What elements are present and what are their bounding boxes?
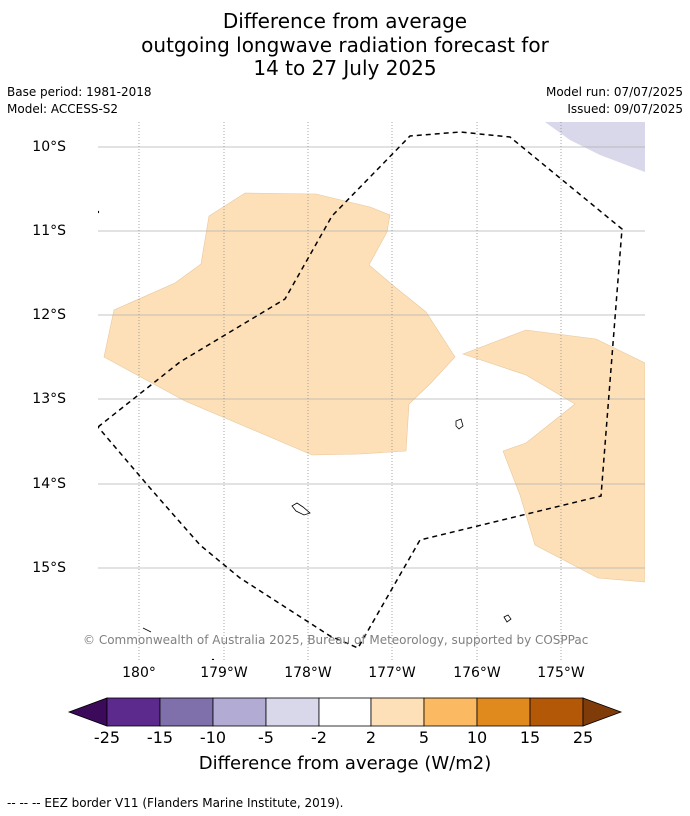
island-4: [142, 627, 152, 633]
lat-label-13s: 13°S: [32, 391, 66, 407]
chart-title-line-2: outgoing longwave radiation forecast for: [141, 33, 549, 57]
positive-anomaly-area-1: [103, 192, 456, 456]
colorbar-swatch-5: [318, 697, 372, 727]
island-5: [98, 210, 100, 214]
colorbar-tick: 5: [418, 728, 430, 747]
eez-legend-note: -- -- -- EEZ border V11 (Flanders Marine…: [7, 796, 344, 810]
colorbar-swatch-2: [159, 697, 214, 727]
island-1: [455, 418, 464, 430]
lon-label-176w: 176°W: [453, 665, 501, 681]
island-3: [503, 614, 512, 623]
islands: [98, 210, 512, 660]
colorbar-tick: 15: [519, 728, 541, 747]
lon-label-178w: 178°W: [284, 665, 332, 681]
colorbar-label: Difference from average (W/m2): [198, 753, 492, 774]
colorbar-swatch-9: [529, 697, 584, 727]
island-6: [211, 658, 215, 660]
colorbar-tick: -15: [146, 728, 174, 747]
positive-anomaly-area-2: [462, 329, 645, 583]
latitude-gridlines: [98, 146, 645, 569]
colorbar-swatch-6: [370, 697, 425, 727]
lat-label-14s: 14°S: [32, 476, 66, 492]
issued-date: Issued: 09/07/2025: [567, 102, 683, 116]
colorbar-swatch-8: [476, 697, 531, 727]
base-period: Base period: 1981-2018: [7, 85, 152, 99]
lat-label-11s: 11°S: [32, 223, 66, 239]
colorbar-tick: -2: [311, 728, 327, 747]
colorbar-tick: 10: [466, 728, 488, 747]
colorbar-extend-low: [67, 697, 108, 727]
lon-label-177w: 177°W: [368, 665, 416, 681]
lon-label-175w: 175°W: [537, 665, 585, 681]
colorbar: [67, 697, 623, 727]
lat-label-10s: 10°S: [32, 139, 66, 155]
colorbar-tick: -10: [199, 728, 227, 747]
colorbar-tick: 2: [365, 728, 377, 747]
lon-label-180: 180°: [122, 665, 156, 681]
colorbar-swatch-3: [212, 697, 267, 727]
map-canvas: [98, 122, 645, 660]
colorbar-extend-high: [582, 697, 623, 727]
model-name: Model: ACCESS-S2: [7, 102, 119, 116]
lon-label-179w: 179°W: [200, 665, 248, 681]
chart-title-line-1: Difference from average: [222, 9, 468, 33]
chart-title-line-3: 14 to 27 July 2025: [253, 56, 437, 80]
colorbar-tick: -25: [93, 728, 121, 747]
eez-border: [98, 131, 623, 649]
model-run: Model run: 07/07/2025: [545, 85, 683, 99]
lat-label-12s: 12°S: [32, 307, 66, 323]
colorbar-swatch-7: [423, 697, 478, 727]
colorbar-swatch-1: [106, 697, 161, 727]
colorbar-swatch-4: [265, 697, 320, 727]
island-2: [291, 502, 311, 516]
lat-label-15s: 15°S: [32, 560, 66, 576]
colorbar-tick: -5: [258, 728, 274, 747]
colorbar-tick: 25: [572, 728, 594, 747]
copyright-notice: © Commonwealth of Australia 2025, Bureau…: [83, 633, 589, 647]
